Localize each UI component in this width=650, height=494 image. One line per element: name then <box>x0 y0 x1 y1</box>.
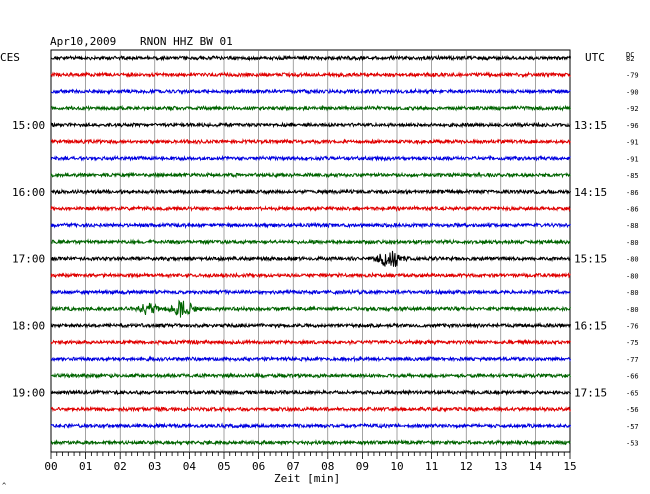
trace-3 <box>50 104 571 112</box>
seismic-traces <box>50 54 571 447</box>
dc-offset-label: -76 <box>626 323 639 331</box>
dc-offset-label: -85 <box>626 172 639 180</box>
x-axis: 00 01 02 03 04 05 06 07 08 09 10 11 12 13 14 15 <box>44 452 577 473</box>
trace-9 <box>50 204 571 213</box>
x-tick-label: 09 <box>356 460 369 473</box>
dc-offset-label: -86 <box>626 189 639 197</box>
trace-17 <box>50 338 571 346</box>
x-tick-label: 07 <box>287 460 300 473</box>
right-hour-label: 17:15 <box>574 386 607 399</box>
trace-13 <box>50 271 571 279</box>
left-hour-label: 16:00 <box>12 186 45 199</box>
dc-offset-label: -66 <box>626 373 639 381</box>
left-hour-label: 19:00 <box>12 386 45 399</box>
dc-offset-label: -80 <box>626 272 639 280</box>
dc-offset-label: -56 <box>626 406 639 414</box>
dc-offset-label: -75 <box>626 339 639 347</box>
dc-offset-label: -65 <box>626 389 639 397</box>
dc-offset-label: -53 <box>626 440 639 448</box>
dc-offset-labels: 82 -79 -90 -92 -96 -91 -91 -85 -86 -86 -88 -80 -80 -8… <box>626 55 639 448</box>
dc-offset-label: -86 <box>626 205 639 213</box>
right-hour-label: 15:15 <box>574 253 607 266</box>
x-tick-label: 05 <box>217 460 230 473</box>
x-tick-label: 14 <box>529 460 543 473</box>
x-tick-label: 08 <box>321 460 334 473</box>
dc-offset-label: -57 <box>626 423 639 431</box>
dc-offset-label: -96 <box>626 122 639 130</box>
trace-19 <box>51 372 571 380</box>
date-label: Apr10,2009 <box>50 35 116 48</box>
trace-0 <box>50 54 571 62</box>
dc-offset-label: -92 <box>626 105 639 113</box>
trace-10 <box>50 221 571 230</box>
x-tick-label: 02 <box>114 460 127 473</box>
dc-offset-label: -77 <box>626 356 639 364</box>
x-tick-label: 06 <box>252 460 265 473</box>
right-hour-label: 13:15 <box>574 119 607 132</box>
trace-15 <box>50 299 571 318</box>
trace-11 <box>51 238 571 246</box>
right-timezone-label: UTC <box>585 51 605 64</box>
trace-23 <box>51 438 571 447</box>
trace-12 <box>50 250 571 267</box>
trace-18 <box>50 355 571 363</box>
dc-offset-label: -80 <box>626 306 639 314</box>
trace-14 <box>50 288 571 296</box>
trace-16 <box>50 321 571 330</box>
x-tick-label: 03 <box>148 460 161 473</box>
footer-mark: ^ <box>2 482 6 490</box>
trace-8 <box>50 188 571 196</box>
x-tick-label: 15 <box>563 460 576 473</box>
x-tick-label: 10 <box>390 460 403 473</box>
dc-offset-label: 82 <box>626 55 634 63</box>
x-tick-label: 01 <box>79 460 92 473</box>
trace-1 <box>50 71 571 79</box>
trace-2 <box>50 87 571 96</box>
dc-offset-label: -80 <box>626 256 639 264</box>
plot-grid <box>50 49 571 453</box>
trace-20 <box>50 388 571 396</box>
dc-offset-label: -80 <box>626 239 639 247</box>
trace-21 <box>50 405 571 413</box>
x-tick-label: 04 <box>183 460 197 473</box>
x-tick-label: 00 <box>44 460 57 473</box>
trace-7 <box>50 171 571 179</box>
dc-offset-label: -91 <box>626 139 639 147</box>
dc-offset-label: -90 <box>626 88 639 96</box>
x-tick-label: 13 <box>494 460 507 473</box>
station-label: RNON HHZ BW 01 <box>140 35 233 48</box>
x-axis-title: Zeit [min] <box>274 472 340 485</box>
trace-6 <box>50 154 571 162</box>
dc-offset-label: -91 <box>626 155 639 163</box>
trace-4 <box>50 121 571 129</box>
hour-labels: 15:00 16:00 17:00 18:00 19:00 13:15 14:15 15:15… <box>12 119 607 400</box>
left-hour-label: 17:00 <box>12 253 45 266</box>
dc-offset-label: -79 <box>626 72 639 80</box>
x-tick-label: 11 <box>425 460 438 473</box>
dc-offset-label: -88 <box>626 222 639 230</box>
left-hour-label: 18:00 <box>12 320 45 333</box>
trace-5 <box>50 137 571 146</box>
trace-22 <box>50 422 571 430</box>
dc-label: DC <box>626 51 634 59</box>
left-timezone-label: CES <box>0 51 20 64</box>
right-hour-label: 14:15 <box>574 186 607 199</box>
x-tick-label: 12 <box>460 460 473 473</box>
left-hour-label: 15:00 <box>12 119 45 132</box>
dc-offset-label: -80 <box>626 289 639 297</box>
right-hour-label: 16:15 <box>574 320 607 333</box>
